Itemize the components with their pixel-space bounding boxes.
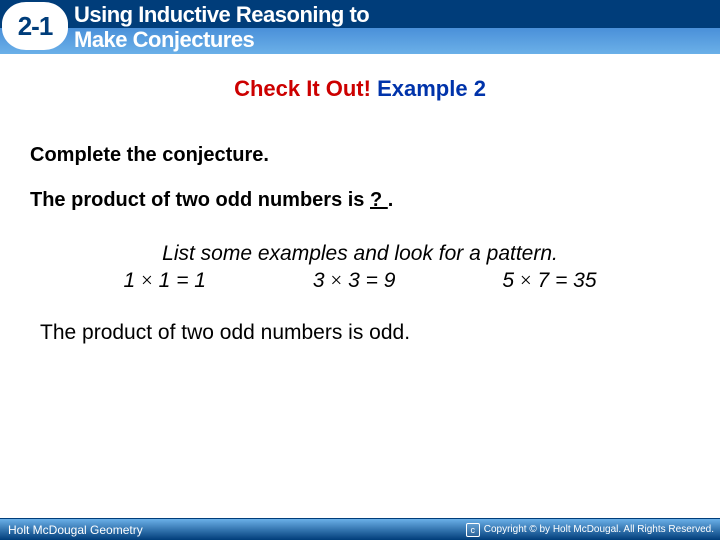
title-line-1: Using Inductive Reasoning to [74, 2, 369, 27]
example-1: 1 × 1 = 1 [123, 268, 206, 293]
ex1-b: 1 [159, 269, 171, 292]
examples-intro: List some examples and look for a patter… [40, 242, 680, 266]
ex3-r: 35 [573, 269, 596, 292]
product-suffix: . [388, 189, 394, 211]
blank-underline: ? [370, 189, 388, 211]
ex2-b: 3 [348, 269, 360, 292]
ex3-a: 5 [502, 269, 514, 292]
section-badge: 2-1 [2, 2, 68, 50]
ex2-a: 3 [313, 269, 325, 292]
ex3-b: 7 [538, 269, 550, 292]
product-prefix: The product of two odd numbers is [30, 189, 370, 211]
title-line-2: Make Conjectures [74, 27, 254, 52]
check-it-out-heading: Check It Out! Example 2 [0, 76, 720, 102]
mul-icon: × [330, 268, 342, 292]
slide-title: Using Inductive Reasoning to Make Conjec… [74, 2, 369, 52]
instruction-complete: Complete the conjecture. [30, 144, 690, 167]
check-red-text: Check It Out! [234, 76, 371, 101]
footer-copyright: Copyright © by Holt McDougal. All Rights… [484, 524, 714, 535]
conjecture-prompt: The product of two odd numbers is ? . [30, 189, 690, 212]
copyright-icon: c [466, 523, 480, 537]
ex1-a: 1 [123, 269, 135, 292]
ex1-r: 1 [194, 269, 206, 292]
footer-left-text: Holt McDougal Geometry [8, 523, 143, 537]
example-3: 5 × 7 = 35 [502, 268, 596, 293]
ex2-r: 9 [384, 269, 396, 292]
conclusion-text: The product of two odd numbers is odd. [30, 321, 690, 345]
example-2: 3 × 3 = 9 [313, 268, 396, 293]
footer-right-text: c Copyright © by Holt McDougal. All Righ… [466, 523, 714, 537]
check-blue-text: Example 2 [377, 76, 486, 101]
mul-icon: × [141, 268, 153, 292]
examples-block: List some examples and look for a patter… [30, 242, 690, 293]
mul-icon: × [520, 268, 532, 292]
footer-bar: Holt McDougal Geometry c Copyright © by … [0, 518, 720, 540]
content-area: Complete the conjecture. The product of … [0, 144, 720, 345]
examples-row: 1 × 1 = 1 3 × 3 = 9 5 × 7 = 35 [40, 268, 680, 293]
header-bar: 2-1 Using Inductive Reasoning to Make Co… [0, 0, 720, 56]
